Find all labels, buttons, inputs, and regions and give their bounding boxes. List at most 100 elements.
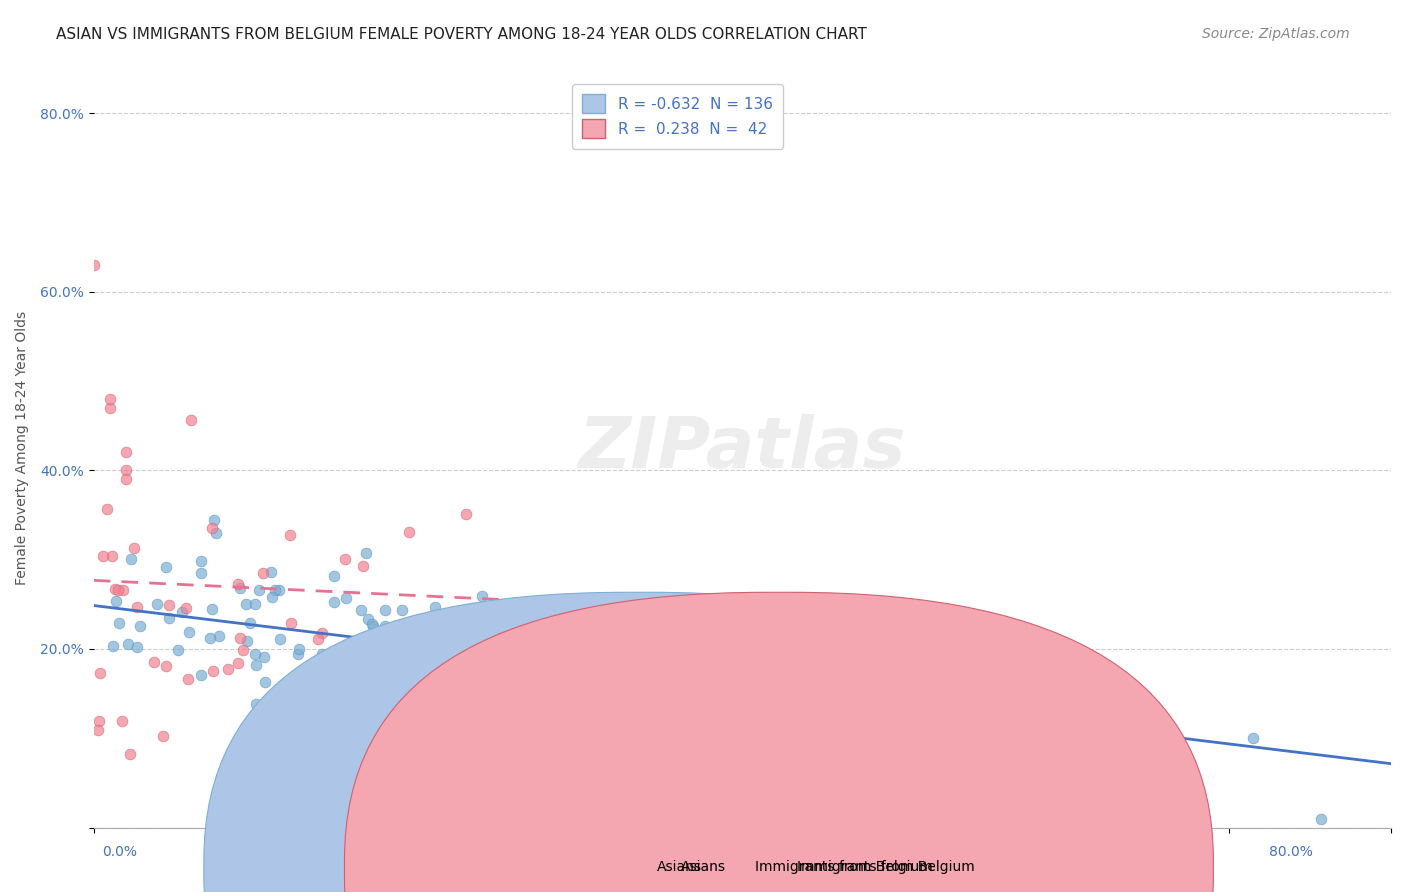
Point bbox=[111, 583, 134, 598]
Point bbox=[465, 713, 488, 727]
Point bbox=[117, 637, 139, 651]
Point bbox=[311, 625, 333, 640]
Point bbox=[453, 669, 475, 683]
Point bbox=[508, 677, 530, 691]
Point bbox=[104, 582, 127, 596]
Point bbox=[659, 668, 682, 682]
Point bbox=[423, 600, 446, 615]
Point bbox=[174, 601, 197, 615]
Point bbox=[205, 525, 228, 540]
Point bbox=[332, 643, 354, 657]
Point bbox=[145, 597, 167, 611]
Point bbox=[352, 637, 374, 651]
Point bbox=[361, 619, 384, 633]
Point bbox=[167, 642, 190, 657]
Point bbox=[361, 617, 384, 632]
Point bbox=[87, 714, 110, 729]
Point bbox=[201, 521, 224, 535]
Point bbox=[349, 603, 371, 617]
Point bbox=[155, 559, 177, 574]
Point bbox=[558, 607, 581, 622]
Point bbox=[236, 633, 259, 648]
Text: Immigrants from Belgium: Immigrants from Belgium bbox=[797, 860, 974, 874]
Point bbox=[170, 605, 193, 619]
Point bbox=[391, 644, 413, 658]
Point bbox=[389, 673, 412, 688]
Point bbox=[98, 392, 121, 406]
Point bbox=[654, 639, 676, 653]
Point bbox=[607, 608, 630, 623]
Point bbox=[1038, 747, 1060, 761]
Point bbox=[307, 632, 329, 647]
Point bbox=[924, 666, 946, 681]
Point bbox=[229, 581, 252, 595]
Point bbox=[288, 710, 311, 724]
Point bbox=[354, 546, 377, 560]
Point bbox=[659, 632, 682, 647]
Point bbox=[155, 658, 177, 673]
Text: ASIAN VS IMMIGRANTS FROM BELGIUM FEMALE POVERTY AMONG 18-24 YEAR OLDS CORRELATIO: ASIAN VS IMMIGRANTS FROM BELGIUM FEMALE … bbox=[56, 27, 868, 42]
Point bbox=[395, 633, 418, 648]
Point bbox=[83, 258, 105, 272]
Point bbox=[243, 597, 266, 611]
Point bbox=[773, 712, 796, 726]
Point bbox=[226, 656, 249, 670]
Point bbox=[595, 674, 617, 689]
Point bbox=[264, 582, 287, 597]
Point bbox=[682, 648, 704, 663]
Point bbox=[425, 630, 447, 644]
Point bbox=[661, 704, 683, 718]
Point bbox=[157, 611, 180, 625]
Point bbox=[374, 603, 396, 617]
Point bbox=[323, 595, 346, 609]
Point bbox=[330, 640, 353, 655]
Point bbox=[457, 640, 479, 655]
Point bbox=[603, 676, 626, 690]
Point bbox=[537, 625, 560, 640]
Point bbox=[508, 646, 530, 660]
Point bbox=[401, 665, 423, 679]
Point bbox=[1090, 676, 1112, 690]
Point bbox=[287, 642, 309, 657]
Point bbox=[409, 727, 432, 741]
Point bbox=[454, 507, 477, 521]
Point bbox=[200, 632, 222, 646]
Point bbox=[385, 633, 408, 648]
Point bbox=[828, 681, 851, 696]
Point bbox=[104, 594, 127, 608]
Point bbox=[464, 646, 486, 660]
Point bbox=[612, 648, 634, 663]
Point bbox=[108, 616, 131, 631]
Point bbox=[127, 640, 149, 654]
Point bbox=[260, 565, 283, 579]
Point bbox=[1309, 812, 1331, 826]
Point bbox=[1241, 731, 1264, 746]
Point bbox=[416, 641, 439, 656]
Text: 80.0%: 80.0% bbox=[1268, 845, 1313, 859]
Point bbox=[98, 401, 121, 415]
Point bbox=[735, 668, 758, 682]
Point bbox=[269, 632, 291, 646]
Y-axis label: Female Poverty Among 18-24 Year Olds: Female Poverty Among 18-24 Year Olds bbox=[15, 311, 30, 585]
Text: Asians: Asians bbox=[657, 860, 702, 874]
Point bbox=[115, 463, 138, 477]
Point bbox=[247, 583, 270, 598]
Point bbox=[243, 647, 266, 661]
Point bbox=[101, 639, 124, 653]
Point bbox=[128, 619, 150, 633]
Point bbox=[453, 698, 475, 712]
Point bbox=[101, 549, 124, 564]
Point bbox=[260, 590, 283, 604]
Point bbox=[245, 658, 267, 673]
Point bbox=[177, 672, 200, 686]
Point bbox=[125, 599, 148, 614]
Point bbox=[510, 632, 533, 647]
Point bbox=[253, 649, 276, 664]
Point bbox=[374, 619, 396, 633]
Point bbox=[202, 513, 225, 527]
Point bbox=[475, 704, 498, 718]
Point bbox=[269, 582, 291, 597]
Text: Immigrants from Belgium: Immigrants from Belgium bbox=[755, 860, 932, 874]
Point bbox=[280, 527, 302, 541]
Point bbox=[142, 655, 165, 669]
